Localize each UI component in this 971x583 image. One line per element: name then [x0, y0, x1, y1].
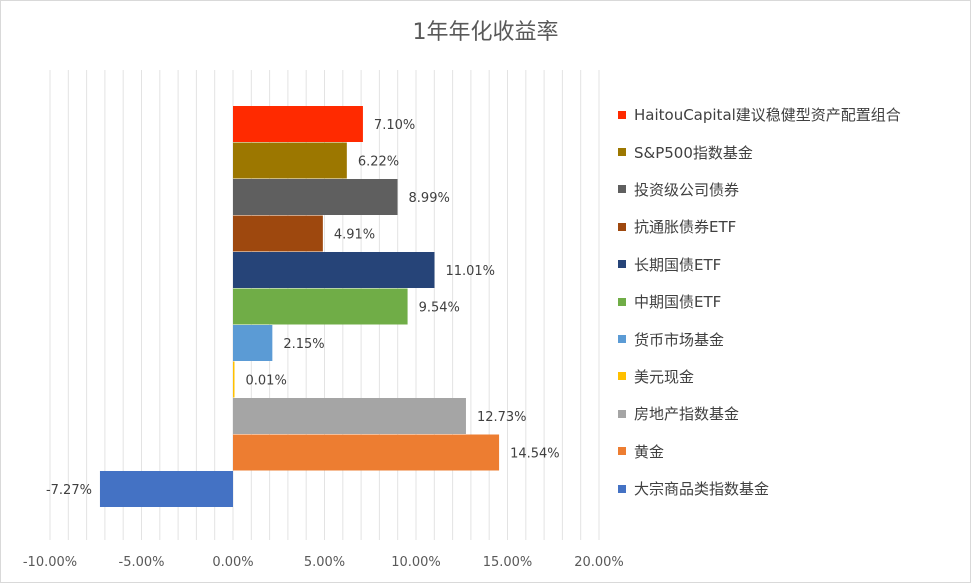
- legend-item: 抗通胀债券ETF: [618, 208, 968, 245]
- legend-item: 中期国债ETF: [618, 283, 968, 320]
- x-axis-ticks: -10.00% -5.00% 0.00% 5.00% 10.00% 15.00% 20.00…: [23, 555, 624, 570]
- legend-swatch: [618, 372, 626, 381]
- legend-swatch: [618, 297, 626, 306]
- x-tick-label: 20.00%: [574, 555, 624, 570]
- legend-item: HaitouCapital建议稳健型资产配置组合: [618, 96, 968, 133]
- x-tick-label: -10.00%: [23, 555, 77, 570]
- legend-label: 长期国债ETF: [634, 255, 722, 274]
- legend-label: 货币市场基金: [634, 330, 725, 349]
- legend-label: HaitouCapital建议稳健型资产配置组合: [634, 106, 901, 125]
- legend-label: 投资级公司债券: [634, 180, 740, 199]
- bars: [99, 106, 500, 507]
- legend-label: 黄金: [634, 442, 665, 461]
- bar: [233, 179, 398, 215]
- legend-item: 美元现金: [618, 358, 968, 395]
- data-label: 2.15%: [283, 337, 324, 352]
- legend-swatch: [618, 260, 626, 269]
- bar: [233, 106, 363, 142]
- data-label: 9.54%: [419, 301, 460, 316]
- legend-item: 黄金: [618, 433, 968, 470]
- legend-item: 大宗商品类指数基金: [618, 470, 968, 507]
- bar: [99, 471, 233, 507]
- data-label: 4.91%: [334, 228, 375, 243]
- bar: [233, 325, 273, 361]
- legend-item: 长期国债ETF: [618, 246, 968, 283]
- legend-swatch: [618, 409, 626, 418]
- data-label: 11.01%: [445, 264, 495, 279]
- chart-title: 1年年化收益率: [412, 20, 559, 45]
- bar: [233, 215, 323, 252]
- bar: [233, 361, 235, 398]
- legend-label: 中期国债ETF: [634, 293, 722, 312]
- legend-swatch: [618, 110, 626, 119]
- legend-swatch: [618, 447, 626, 456]
- legend-swatch: [618, 185, 626, 194]
- legend-item: 投资级公司债券: [618, 171, 968, 208]
- legend-item: S&P500指数基金: [618, 133, 968, 170]
- data-label: 0.01%: [246, 374, 287, 389]
- data-label: -7.27%: [46, 483, 92, 498]
- legend: HaitouCapital建议稳健型资产配置组合 S&P500指数基金 投资级公司债…: [618, 96, 968, 507]
- x-tick-label: 0.00%: [212, 555, 253, 570]
- legend-label: 美元现金: [634, 367, 695, 386]
- legend-label: 抗通胀债券ETF: [634, 218, 737, 237]
- bar: [233, 142, 347, 179]
- x-tick-label: 5.00%: [304, 555, 345, 570]
- bar: [233, 252, 435, 288]
- bar: [233, 434, 500, 471]
- legend-item: 房地产指数基金: [618, 395, 968, 432]
- x-tick-label: 10.00%: [391, 555, 441, 570]
- bar: [233, 288, 408, 325]
- x-tick-label: 15.00%: [483, 555, 533, 570]
- legend-swatch: [618, 335, 626, 344]
- legend-label: S&P500指数基金: [634, 143, 753, 162]
- data-label: 14.54%: [510, 447, 560, 462]
- data-label: 8.99%: [409, 191, 450, 206]
- legend-swatch: [618, 148, 626, 157]
- x-tick-label: -5.00%: [119, 555, 165, 570]
- legend-swatch: [618, 222, 626, 231]
- data-label: 6.22%: [358, 155, 399, 170]
- data-label: 7.10%: [374, 118, 415, 133]
- legend-label: 大宗商品类指数基金: [634, 480, 770, 499]
- legend-swatch: [618, 484, 626, 493]
- bar: [233, 398, 466, 434]
- legend-item: 货币市场基金: [618, 320, 968, 357]
- data-label: 12.73%: [477, 410, 527, 425]
- data-labels: 7.10% 6.22% 8.99% 4.91% 11.01% 9.54% 2.15% 0.01…: [46, 118, 560, 498]
- legend-label: 房地产指数基金: [634, 405, 740, 424]
